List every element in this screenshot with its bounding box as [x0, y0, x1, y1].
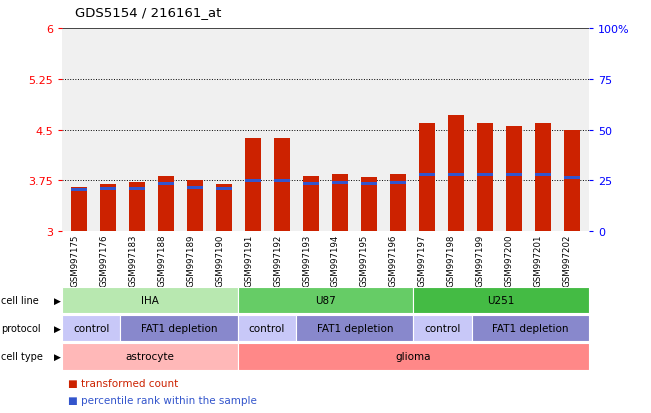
Bar [62, 287, 238, 313]
Bar [361, 183, 377, 186]
Text: GSM997189: GSM997189 [186, 235, 195, 287]
Bar [245, 180, 261, 183]
Text: FAT1 depletion: FAT1 depletion [492, 323, 569, 334]
Bar [390, 175, 406, 232]
Bar [477, 173, 493, 176]
Bar [274, 138, 290, 232]
Bar [100, 188, 116, 191]
Text: ■ transformed count: ■ transformed count [68, 378, 178, 388]
Bar [296, 316, 413, 342]
Bar [448, 173, 464, 176]
Text: GSM997195: GSM997195 [360, 235, 369, 287]
Text: control: control [249, 323, 285, 334]
Bar [332, 181, 348, 185]
Bar [361, 178, 377, 232]
Bar [564, 131, 580, 232]
Bar [535, 173, 551, 176]
Bar [535, 123, 551, 232]
Bar [413, 287, 589, 313]
Bar [62, 344, 238, 370]
Text: GSM997201: GSM997201 [534, 235, 543, 287]
Bar [564, 176, 580, 179]
Bar [62, 316, 120, 342]
Text: GDS5154 / 216161_at: GDS5154 / 216161_at [75, 6, 221, 19]
Bar [448, 115, 464, 232]
Text: astrocyte: astrocyte [125, 351, 174, 362]
Bar [332, 175, 348, 232]
Text: GSM997188: GSM997188 [157, 235, 166, 287]
Bar [129, 188, 145, 191]
Text: GSM997191: GSM997191 [244, 235, 253, 287]
Text: control: control [73, 323, 109, 334]
Text: GSM997200: GSM997200 [505, 235, 514, 287]
Text: glioma: glioma [396, 351, 431, 362]
Text: cell line: cell line [1, 295, 38, 306]
Text: GSM997194: GSM997194 [331, 235, 340, 287]
Text: GSM997202: GSM997202 [562, 235, 572, 287]
Bar [187, 186, 203, 189]
Bar [100, 184, 116, 232]
Text: GSM997183: GSM997183 [128, 235, 137, 287]
Text: GSM997196: GSM997196 [389, 235, 398, 287]
Text: GSM997190: GSM997190 [215, 235, 224, 287]
Bar [158, 183, 174, 186]
Text: ▶: ▶ [54, 296, 61, 305]
Bar [216, 188, 232, 191]
Bar [158, 176, 174, 232]
Text: U251: U251 [488, 295, 515, 306]
Bar [238, 344, 589, 370]
Text: GSM997175: GSM997175 [70, 235, 79, 287]
Text: GSM997193: GSM997193 [302, 235, 311, 287]
Bar [71, 188, 87, 191]
Text: GSM997197: GSM997197 [418, 235, 427, 287]
Text: control: control [424, 323, 461, 334]
Bar [216, 184, 232, 232]
Bar [472, 316, 589, 342]
Bar [274, 180, 290, 183]
Text: GSM997199: GSM997199 [476, 235, 485, 287]
Bar [245, 138, 261, 232]
Bar [187, 180, 203, 232]
Text: cell type: cell type [1, 351, 42, 362]
Bar [419, 123, 435, 232]
Bar [238, 287, 413, 313]
Text: protocol: protocol [1, 323, 40, 334]
Text: GSM997198: GSM997198 [447, 235, 456, 287]
Bar [477, 123, 493, 232]
Text: ▶: ▶ [54, 324, 61, 333]
Bar [506, 173, 522, 176]
Text: U87: U87 [315, 295, 336, 306]
Bar [120, 316, 238, 342]
Text: GSM997192: GSM997192 [273, 235, 282, 287]
Text: GSM997176: GSM997176 [99, 235, 108, 287]
Text: FAT1 depletion: FAT1 depletion [316, 323, 393, 334]
Bar [506, 126, 522, 232]
Bar [303, 182, 319, 185]
Text: FAT1 depletion: FAT1 depletion [141, 323, 217, 334]
Bar [303, 176, 319, 232]
Bar [413, 316, 472, 342]
Bar [390, 181, 406, 185]
Bar [238, 316, 296, 342]
Text: ■ percentile rank within the sample: ■ percentile rank within the sample [68, 394, 257, 405]
Text: IHA: IHA [141, 295, 159, 306]
Bar [419, 173, 435, 176]
Text: ▶: ▶ [54, 352, 61, 361]
Bar [129, 183, 145, 232]
Bar [71, 188, 87, 232]
